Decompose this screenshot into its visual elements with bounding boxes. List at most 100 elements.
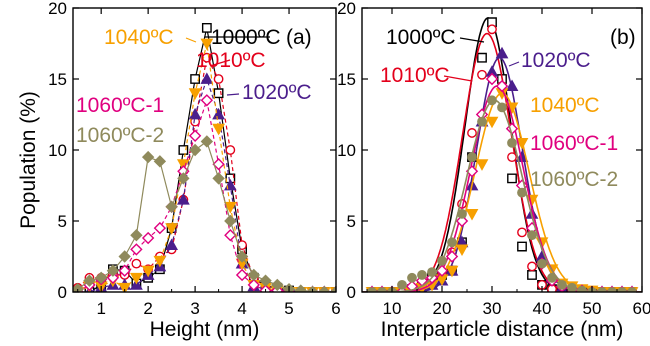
data-point <box>537 258 547 269</box>
leader-line <box>209 59 231 67</box>
leader-line <box>459 37 485 43</box>
x-tick-label: 5 <box>284 299 293 318</box>
x-tick-label: 20 <box>433 299 452 318</box>
data-point <box>141 265 155 278</box>
x-tick-label: 3 <box>190 299 199 318</box>
y-tick-label: 15 <box>337 70 356 89</box>
data-point <box>200 72 214 84</box>
data-point <box>477 116 487 127</box>
plot-area <box>362 17 642 292</box>
y-axis: 0 5 10 15 20 <box>48 0 336 302</box>
x-tick-label: 1 <box>96 299 105 318</box>
x-tick-label: 2 <box>143 299 152 318</box>
data-point <box>212 107 225 120</box>
data-point <box>547 272 557 283</box>
y-tick-label: 20 <box>337 0 356 18</box>
data-point <box>505 79 519 91</box>
data-point <box>485 116 499 129</box>
y-tick-label: 15 <box>48 70 67 89</box>
series-label: 1040ºC <box>530 94 600 117</box>
data-point <box>153 155 167 168</box>
data-point <box>188 129 202 142</box>
series-label: 1010ºC <box>196 49 266 72</box>
x-axis-title: Height (nm) <box>150 318 260 341</box>
data-point <box>165 200 178 213</box>
y-axis: 0 5 10 15 20 <box>337 0 642 302</box>
data-point <box>178 145 189 155</box>
data-point <box>427 267 437 278</box>
leader-line <box>226 93 240 96</box>
data-point <box>212 123 225 136</box>
x-axis-title: Interparticle distance (nm) <box>381 318 624 341</box>
series-label: 1060ºC-1 <box>76 94 164 117</box>
data-point <box>407 272 417 283</box>
data-point <box>94 271 108 284</box>
fit-curve <box>362 99 642 292</box>
data-point <box>141 150 155 164</box>
data-point <box>153 221 167 235</box>
data-point <box>557 279 567 290</box>
data-point <box>118 250 131 263</box>
x-tick-label: 4 <box>237 299 246 318</box>
panel-a-height-distribution: 1 2 3 4 5 6 0 5 10 15 20 Height (nm) (a)1000ºC1010ºC… <box>48 0 341 341</box>
series-label: 1060ºC-2 <box>530 168 618 191</box>
plot-area <box>73 22 336 292</box>
data-point <box>487 24 497 35</box>
data-point <box>397 279 407 290</box>
data-point <box>437 255 447 266</box>
data-point <box>271 278 284 292</box>
data-point <box>212 158 225 171</box>
x-tick-label: 30 <box>483 299 502 318</box>
series-label: 1010ºC <box>380 64 450 87</box>
data-point <box>223 201 237 214</box>
data-point <box>485 72 499 86</box>
data-point <box>188 88 202 100</box>
series-label: 1020ºC <box>242 81 312 104</box>
series-1060ºC-2 <box>73 135 336 292</box>
data-point <box>225 145 236 155</box>
data-point <box>190 74 201 84</box>
x-tick-label: 10 <box>383 299 402 318</box>
data-point <box>527 261 537 272</box>
data-point <box>527 230 537 241</box>
series-label: 1020ºC <box>521 49 591 72</box>
data-point <box>457 208 467 219</box>
data-point <box>497 102 507 113</box>
data-point <box>467 128 477 138</box>
data-point <box>487 17 497 28</box>
data-point <box>517 241 527 252</box>
leader-line <box>508 61 520 67</box>
y-tick-label: 0 <box>347 283 356 302</box>
data-point <box>235 268 249 282</box>
data-point <box>165 223 179 235</box>
data-point <box>177 172 190 185</box>
data-point <box>318 285 331 292</box>
data-point <box>130 272 143 285</box>
data-point <box>294 284 307 292</box>
data-point <box>153 255 167 268</box>
data-point <box>487 95 497 106</box>
leader-line <box>185 37 197 43</box>
data-point <box>224 229 237 242</box>
data-point <box>130 243 143 256</box>
data-point <box>567 282 577 292</box>
data-point <box>176 193 190 205</box>
data-point <box>517 227 527 238</box>
series-label: 1060ºC-2 <box>76 124 164 147</box>
series-1060ºC-2 <box>362 95 642 292</box>
data-point <box>417 270 427 280</box>
data-point <box>130 229 143 242</box>
data-point <box>447 237 457 248</box>
series-label: 1060ºC-1 <box>530 132 618 155</box>
series-label: 1040ºC <box>104 26 174 49</box>
data-point <box>235 250 249 263</box>
data-point <box>200 38 214 51</box>
data-point <box>224 214 237 228</box>
data-point <box>495 79 509 93</box>
y-tick-label: 10 <box>337 141 356 160</box>
data-point <box>131 258 142 269</box>
x-tick-label: 6 <box>331 299 340 318</box>
data-point <box>515 138 529 150</box>
data-point <box>507 137 517 148</box>
